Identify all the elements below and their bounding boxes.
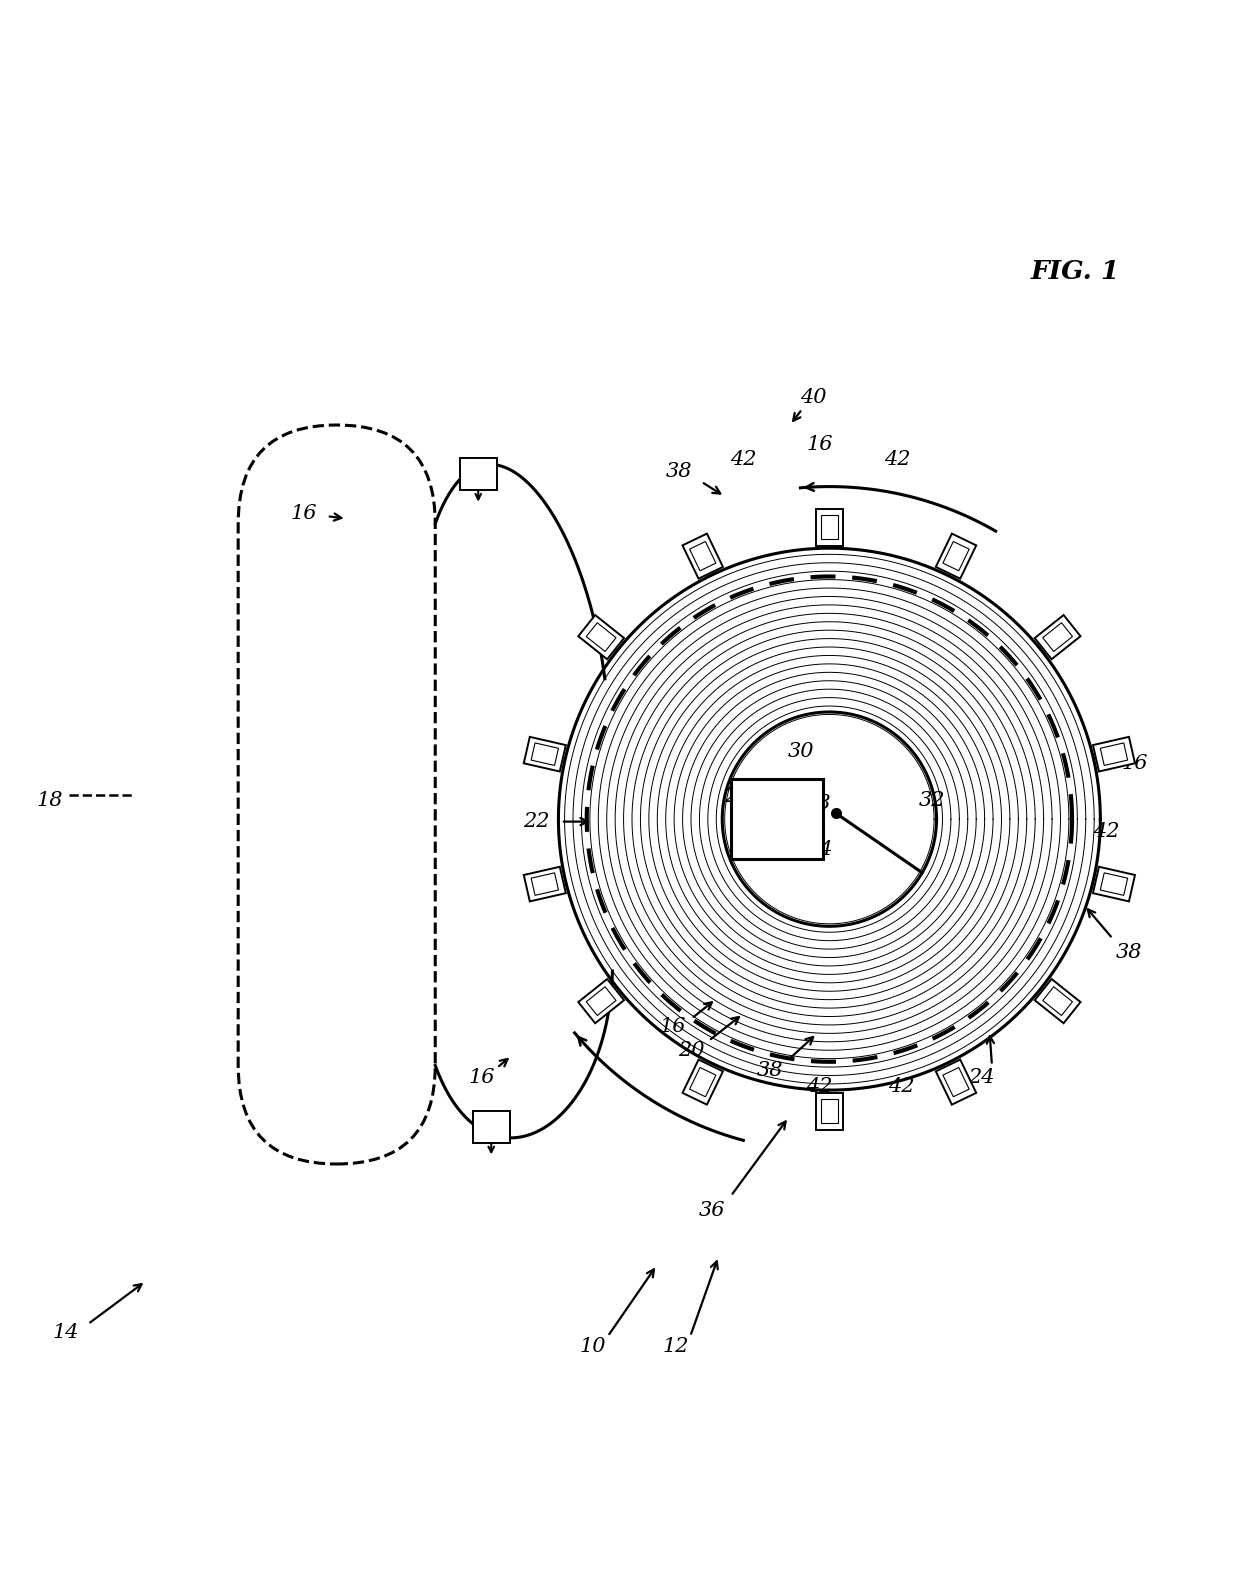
Polygon shape: [1043, 987, 1073, 1015]
Polygon shape: [472, 1111, 510, 1142]
Text: 34: 34: [806, 841, 833, 860]
Polygon shape: [587, 623, 616, 651]
Text: 42: 42: [730, 450, 756, 469]
Polygon shape: [1034, 979, 1080, 1023]
Polygon shape: [689, 542, 715, 570]
Text: 36: 36: [699, 1201, 725, 1220]
Text: 16: 16: [806, 435, 833, 454]
Text: 38: 38: [1116, 942, 1142, 961]
Text: 42: 42: [884, 450, 910, 469]
Text: 40: 40: [800, 388, 827, 407]
Polygon shape: [578, 615, 624, 659]
Text: 16: 16: [290, 504, 316, 523]
Polygon shape: [936, 1060, 976, 1104]
Polygon shape: [682, 1060, 723, 1104]
Polygon shape: [821, 1100, 838, 1123]
Polygon shape: [460, 458, 497, 489]
Text: 32: 32: [919, 791, 945, 810]
Polygon shape: [587, 987, 616, 1015]
Polygon shape: [523, 866, 565, 901]
Polygon shape: [689, 1068, 715, 1096]
Text: 18: 18: [36, 791, 63, 810]
Polygon shape: [942, 1068, 970, 1096]
Polygon shape: [1034, 615, 1080, 659]
Text: 28: 28: [804, 793, 831, 812]
Polygon shape: [531, 872, 558, 895]
Text: 16: 16: [469, 1068, 495, 1087]
Text: 20: 20: [678, 1041, 704, 1060]
Polygon shape: [1043, 623, 1073, 651]
Polygon shape: [1092, 866, 1135, 901]
Polygon shape: [531, 744, 558, 766]
Text: 30: 30: [787, 742, 815, 761]
Bar: [730, 779, 823, 860]
Polygon shape: [1092, 737, 1135, 772]
Text: 38: 38: [756, 1061, 784, 1081]
Text: FIG. 1: FIG. 1: [1032, 259, 1121, 283]
Text: 16: 16: [1122, 755, 1148, 774]
Text: 26: 26: [724, 788, 750, 807]
Text: 10: 10: [579, 1336, 606, 1355]
Polygon shape: [682, 534, 723, 578]
Text: 42: 42: [888, 1077, 914, 1096]
Polygon shape: [936, 534, 976, 578]
Polygon shape: [816, 508, 843, 545]
Text: 16: 16: [660, 1017, 686, 1036]
Polygon shape: [821, 515, 838, 539]
Text: 12: 12: [662, 1336, 688, 1355]
Text: 22: 22: [523, 812, 549, 831]
Text: 42: 42: [1094, 822, 1120, 841]
Polygon shape: [523, 737, 565, 772]
Text: 14: 14: [52, 1324, 79, 1343]
Text: 38: 38: [666, 462, 692, 481]
Polygon shape: [942, 542, 970, 570]
Polygon shape: [578, 979, 624, 1023]
Polygon shape: [1100, 872, 1127, 895]
Polygon shape: [1100, 744, 1127, 766]
Text: 24: 24: [967, 1068, 994, 1087]
Polygon shape: [816, 1093, 843, 1130]
Text: 42: 42: [806, 1077, 833, 1096]
